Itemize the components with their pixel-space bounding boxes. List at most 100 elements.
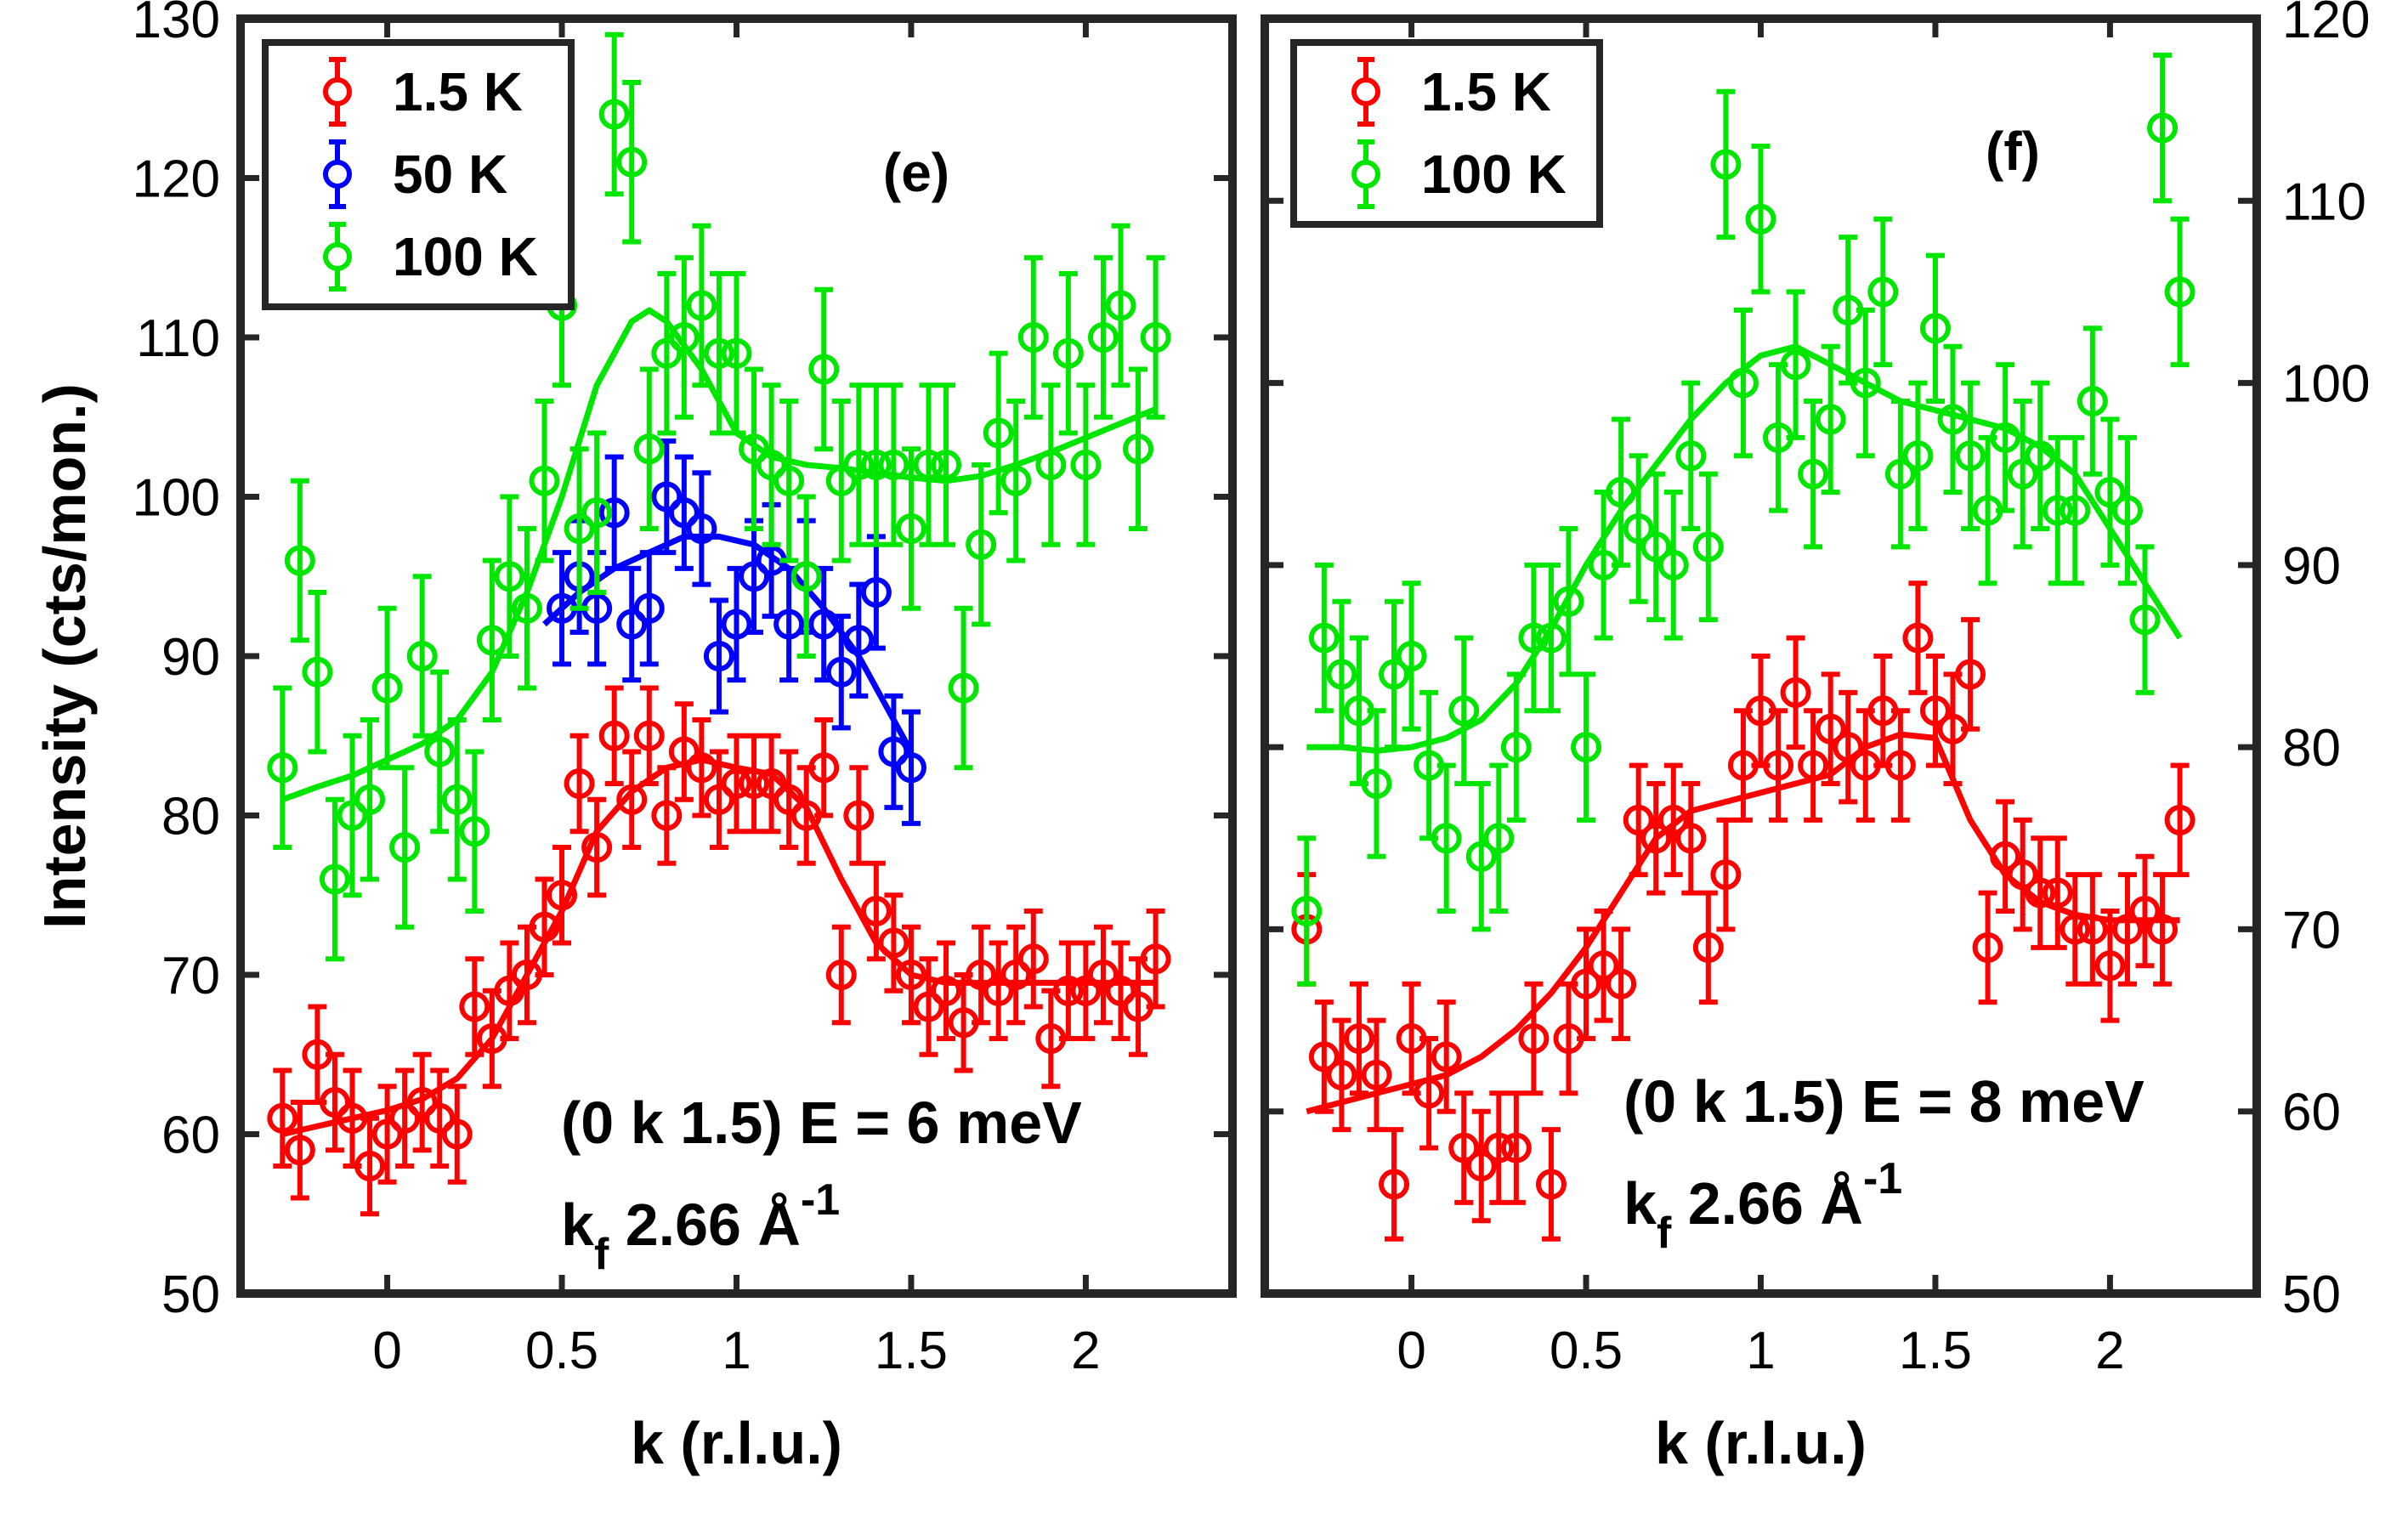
annotation-kf: kf 2.66 Å-1 bbox=[561, 1175, 840, 1279]
data-point bbox=[1052, 940, 1084, 1041]
data-point bbox=[1465, 1108, 1497, 1224]
annotation-kf-base: k bbox=[1623, 1170, 1657, 1237]
marker-circle bbox=[983, 975, 1014, 1006]
data-point bbox=[2147, 872, 2179, 987]
data-point bbox=[598, 685, 630, 786]
data-point bbox=[860, 860, 892, 962]
data-point bbox=[1431, 762, 1462, 914]
series-50-k bbox=[542, 438, 926, 826]
data-point bbox=[459, 956, 490, 1057]
y-tick-label: 60 bbox=[161, 1107, 220, 1165]
legend-entry: 1.5 K bbox=[1351, 57, 1551, 127]
data-point bbox=[284, 478, 315, 643]
data-point bbox=[1884, 399, 1916, 550]
marker-circle bbox=[1727, 367, 1759, 399]
x-tick-label: 2 bbox=[1071, 1322, 1100, 1380]
marker-circle bbox=[1692, 531, 1724, 563]
marker-circle bbox=[511, 592, 542, 624]
data-point bbox=[1483, 1090, 1515, 1205]
marker-circle bbox=[1000, 465, 1032, 496]
data-point bbox=[1070, 382, 1102, 547]
data-point bbox=[651, 271, 683, 436]
data-point bbox=[2129, 853, 2161, 969]
data-point bbox=[895, 924, 926, 1026]
marker-circle bbox=[494, 975, 525, 1006]
marker-circle bbox=[651, 337, 683, 369]
data-point bbox=[1937, 343, 1969, 495]
data-point bbox=[948, 605, 979, 771]
data-point bbox=[1308, 999, 1340, 1114]
marker-circle bbox=[895, 752, 926, 784]
marker-circle bbox=[1535, 1169, 1567, 1200]
marker-circle bbox=[1396, 641, 1427, 671]
marker-circle bbox=[1867, 276, 1899, 308]
data-point bbox=[1902, 380, 1934, 531]
marker-circle bbox=[1291, 896, 1323, 926]
marker-circle bbox=[598, 720, 630, 751]
data-point bbox=[1500, 1090, 1532, 1205]
data-point bbox=[983, 350, 1014, 516]
data-point bbox=[1140, 909, 1171, 1010]
data-point bbox=[1396, 580, 1427, 732]
data-point bbox=[1571, 926, 1602, 1041]
marker-circle bbox=[2077, 914, 2108, 945]
marker-circle bbox=[581, 832, 613, 863]
legend-entry: 100 K bbox=[1351, 139, 1567, 209]
marker-circle bbox=[1815, 713, 1846, 745]
marker-circle bbox=[1361, 1059, 1392, 1090]
marker-circle bbox=[1105, 290, 1136, 321]
annotation-reciprocal-energy: (0 k 1.5) E = 6 meV bbox=[561, 1090, 1082, 1156]
marker-circle bbox=[1798, 458, 1829, 490]
marker-circle bbox=[1500, 1132, 1532, 1163]
annotation-kf-superscript: -1 bbox=[801, 1175, 840, 1225]
data-point bbox=[1657, 762, 1689, 878]
data-point bbox=[1815, 671, 1846, 786]
marker-circle bbox=[2007, 458, 2038, 490]
series-100-k bbox=[267, 31, 1171, 962]
data-point bbox=[1727, 307, 1759, 459]
data-point bbox=[616, 80, 648, 245]
marker-circle bbox=[773, 609, 805, 640]
marker-circle bbox=[2094, 477, 2126, 508]
marker-circle bbox=[459, 991, 490, 1022]
marker-circle bbox=[1017, 943, 1049, 975]
marker-circle bbox=[1623, 513, 1654, 544]
data-point bbox=[1379, 598, 1410, 750]
marker-circle bbox=[319, 1087, 350, 1118]
marker-circle bbox=[1571, 968, 1602, 999]
data-point bbox=[1361, 708, 1392, 859]
marker-circle bbox=[1902, 440, 1934, 472]
data-point bbox=[703, 271, 734, 436]
marker-circle bbox=[354, 1151, 386, 1181]
marker-circle bbox=[790, 561, 822, 592]
marker-circle bbox=[825, 656, 857, 688]
marker-circle bbox=[1990, 841, 2021, 872]
x-tick-label: 1.5 bbox=[875, 1322, 948, 1380]
marker-circle bbox=[354, 784, 386, 815]
marker-circle bbox=[1448, 1132, 1480, 1163]
data-point bbox=[2007, 399, 2038, 550]
marker-circle bbox=[1431, 1041, 1462, 1073]
marker-circle bbox=[1518, 622, 1550, 654]
series-1-5-k bbox=[1291, 580, 2196, 1242]
marker-circle bbox=[284, 545, 315, 576]
marker-circle bbox=[267, 1102, 298, 1134]
data-point bbox=[1588, 909, 1619, 1023]
legend-label: 50 K bbox=[393, 144, 507, 205]
data-point bbox=[1000, 924, 1032, 1026]
data-point bbox=[1052, 271, 1084, 436]
data-point bbox=[1326, 598, 1357, 750]
marker-circle bbox=[1465, 841, 1497, 872]
legend-marker bbox=[323, 242, 352, 271]
data-point bbox=[494, 494, 525, 659]
data-point bbox=[1361, 1017, 1392, 1133]
legend-marker bbox=[323, 160, 352, 189]
data-point bbox=[1884, 708, 1916, 823]
marker-circle bbox=[1780, 349, 1811, 381]
marker-circle bbox=[1326, 1059, 1357, 1090]
marker-circle bbox=[2094, 950, 2126, 982]
data-point bbox=[1780, 289, 1811, 440]
data-point bbox=[1745, 144, 1776, 295]
marker-circle bbox=[843, 800, 875, 831]
marker-circle bbox=[1657, 549, 1689, 580]
